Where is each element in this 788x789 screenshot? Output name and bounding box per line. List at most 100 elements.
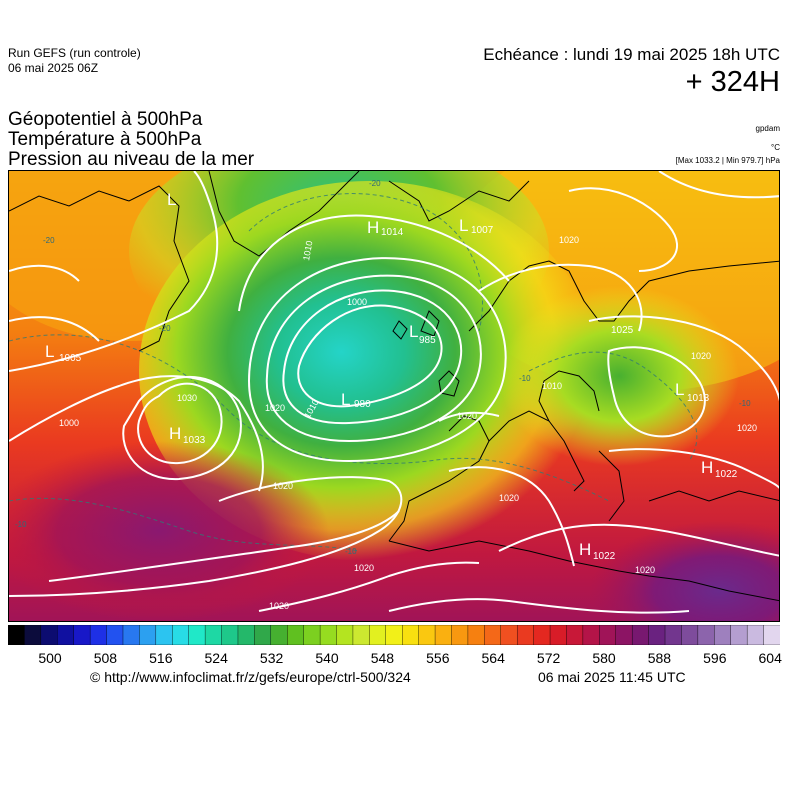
- color-swatch: [73, 625, 91, 645]
- svg-text:1007: 1007: [471, 225, 494, 236]
- color-swatch: [549, 625, 568, 645]
- color-swatch: [8, 625, 26, 645]
- pressure-centers: H 1014 L 1007 L 985 L 980 L 1005 H 1033: [45, 190, 738, 562]
- svg-text:980: 980: [354, 399, 371, 410]
- svg-text:H: H: [579, 540, 591, 559]
- color-scale-tick: 580: [592, 650, 616, 666]
- pressure-center-high: H 1022: [701, 458, 738, 480]
- color-swatch: [89, 625, 108, 645]
- color-swatch: [500, 625, 518, 645]
- color-scale-tick: 564: [481, 650, 505, 666]
- color-swatch: [188, 625, 206, 645]
- color-scale-tick: 588: [647, 650, 672, 666]
- color-swatch: [385, 625, 403, 645]
- color-swatch: [697, 625, 715, 645]
- svg-text:-10: -10: [15, 520, 27, 529]
- color-swatch: [664, 625, 683, 645]
- color-swatch: [24, 625, 42, 645]
- color-swatch: [40, 625, 58, 645]
- color-swatch: [615, 625, 633, 645]
- color-swatch: [648, 625, 666, 645]
- svg-text:1033: 1033: [183, 435, 206, 446]
- color-scale-tick: 500: [38, 650, 62, 666]
- param-temperature: Température à 500hPa: [8, 129, 202, 150]
- color-swatch: [237, 625, 256, 645]
- svg-text:H: H: [367, 218, 379, 237]
- color-swatch: [287, 625, 305, 645]
- color-swatch: [566, 625, 584, 645]
- color-swatch: [221, 625, 239, 645]
- color-swatch: [582, 625, 601, 645]
- color-swatch: [336, 625, 354, 645]
- color-scale-tick: 532: [259, 650, 284, 666]
- svg-text:1020: 1020: [265, 403, 285, 413]
- svg-text:1020: 1020: [559, 235, 579, 245]
- color-swatch: [204, 625, 223, 645]
- color-scale-bar: [8, 625, 780, 645]
- weather-map: 1010 1000 1030 1020 1010 1000 1020 1020 …: [8, 170, 780, 622]
- color-swatch: [746, 625, 765, 645]
- param-geopotential: Géopotentiel à 500hPa: [8, 109, 203, 130]
- svg-text:1020: 1020: [499, 493, 519, 503]
- color-scale-tick: 540: [315, 650, 339, 666]
- color-swatch: [122, 625, 141, 645]
- svg-text:L: L: [409, 322, 418, 341]
- color-swatch: [763, 625, 780, 645]
- svg-text:1030: 1030: [177, 393, 197, 403]
- pressure-center-low: L 1013: [675, 380, 710, 404]
- svg-text:L: L: [459, 216, 468, 235]
- color-swatch: [57, 625, 75, 645]
- color-scale-tick: 572: [536, 650, 561, 666]
- color-swatch: [451, 625, 469, 645]
- lead-time: + 324H: [685, 66, 780, 98]
- svg-text:1013: 1013: [687, 393, 710, 404]
- color-swatch: [418, 625, 436, 645]
- svg-text:1000: 1000: [59, 418, 79, 428]
- color-swatch: [254, 625, 272, 645]
- svg-text:1005: 1005: [59, 353, 82, 364]
- color-swatch: [730, 625, 748, 645]
- isobars: [9, 171, 779, 614]
- svg-text:1022: 1022: [715, 469, 738, 480]
- color-swatch: [631, 625, 650, 645]
- svg-text:L: L: [45, 342, 54, 361]
- color-scale-tick: 548: [370, 650, 395, 666]
- svg-text:-20: -20: [159, 324, 171, 333]
- svg-text:985: 985: [419, 335, 436, 346]
- pressure-center-high: H 1022: [579, 540, 616, 562]
- temperature-labels: -20 -20 -10 -10 -10 -10 -20: [15, 179, 751, 556]
- svg-text:1000: 1000: [347, 297, 367, 307]
- color-swatch: [303, 625, 321, 645]
- svg-text:1010: 1010: [301, 240, 314, 261]
- color-swatch: [402, 625, 420, 645]
- color-swatch: [516, 625, 535, 645]
- param-pressure: Pression au niveau de la mer: [8, 149, 255, 170]
- color-scale-tick: 604: [758, 650, 782, 666]
- pressure-center-low: L 1007: [459, 216, 494, 236]
- svg-text:1014: 1014: [381, 227, 404, 238]
- svg-text:1020: 1020: [457, 411, 477, 421]
- color-swatch: [484, 625, 502, 645]
- svg-text:1020: 1020: [691, 351, 711, 361]
- color-swatch: [599, 625, 617, 645]
- svg-text:1020: 1020: [354, 563, 374, 573]
- svg-text:1022: 1022: [593, 551, 616, 562]
- svg-text:1020: 1020: [269, 601, 289, 611]
- isobar-labels: 1010 1000 1030 1020 1010 1000 1020 1020 …: [59, 235, 757, 611]
- color-swatch: [172, 625, 190, 645]
- svg-text:1020: 1020: [737, 423, 757, 433]
- unit-temperature: °C: [771, 143, 780, 152]
- color-swatch: [352, 625, 371, 645]
- run-name: Run GEFS (run controle): [8, 46, 141, 60]
- pressure-center-high: H 1014: [367, 218, 404, 238]
- pressure-max-min: [Max 1033.2 | Min 979.7] hPa: [675, 156, 780, 165]
- source-url: © http://www.infoclimat.fr/z/gefs/europe…: [90, 669, 411, 685]
- svg-text:L: L: [341, 390, 350, 409]
- color-swatch: [319, 625, 338, 645]
- pressure-center-high: H 1033: [169, 424, 206, 446]
- color-swatch: [714, 625, 732, 645]
- pressure-center-high: 1025: [611, 325, 634, 336]
- unit-geopotential: gpdam: [755, 124, 780, 133]
- color-scale-tick: 524: [204, 650, 228, 666]
- color-swatch: [369, 625, 387, 645]
